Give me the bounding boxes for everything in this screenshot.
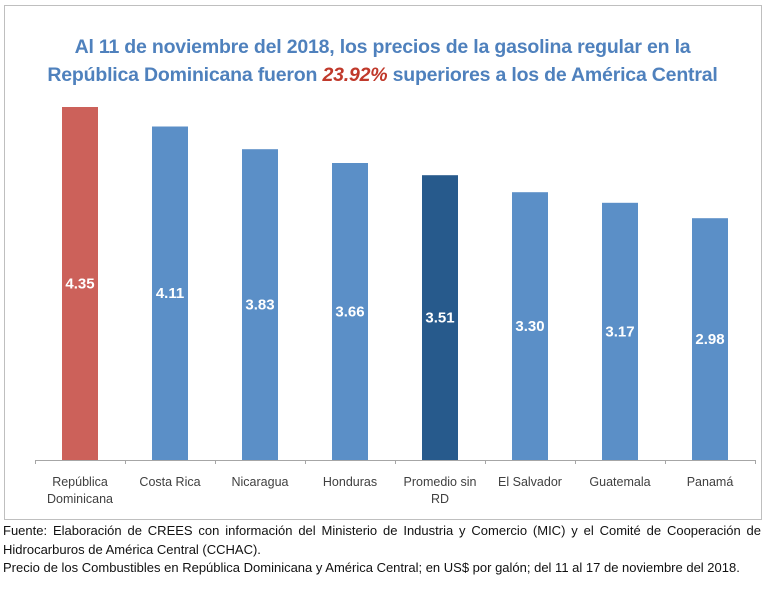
data-label-2: 3.83 xyxy=(245,297,274,314)
bar-4 xyxy=(422,175,458,460)
category-label-0: República xyxy=(52,475,108,489)
chart-title: Al 11 de noviembre del 2018, los precios… xyxy=(0,33,765,89)
category-label-3: Honduras xyxy=(323,475,377,489)
bar-2 xyxy=(242,149,278,460)
chart-notes: Fuente: Elaboración de CREES con informa… xyxy=(3,522,761,578)
data-label-0: 4.35 xyxy=(65,276,94,293)
bar-3 xyxy=(332,163,368,460)
bar-6 xyxy=(602,202,638,461)
category-label-2: Nicaragua xyxy=(232,475,289,489)
bar-1 xyxy=(152,126,188,460)
category-label-6: Guatemala xyxy=(589,475,650,489)
bar-7 xyxy=(692,218,728,460)
chart-title-line-1: Al 11 de noviembre del 2018, los precios… xyxy=(74,36,691,58)
category-label-4: RD xyxy=(431,492,449,506)
title-text-post: superiores a los de América Central xyxy=(387,64,718,86)
chart-title-line-2: República Dominicana fueron 23.92% super… xyxy=(0,61,765,89)
category-label-7: Panamá xyxy=(687,475,734,489)
data-label-1: 4.11 xyxy=(156,285,184,302)
category-label-4: Promedio sin xyxy=(404,475,477,489)
bar-0 xyxy=(62,107,98,460)
title-text-pre: República Dominicana fueron xyxy=(47,64,323,86)
category-label-1: Costa Rica xyxy=(139,475,200,489)
bar-5 xyxy=(512,192,548,460)
category-label-0: Dominicana xyxy=(47,492,113,506)
data-label-7: 2.98 xyxy=(695,331,724,348)
title-highlight-percent: 23.92% xyxy=(322,64,388,86)
description-note: Precio de los Combustibles en República … xyxy=(3,560,740,575)
source-note: Fuente: Elaboración de CREES con informa… xyxy=(3,523,761,557)
data-label-5: 3.30 xyxy=(515,318,544,335)
category-label-5: El Salvador xyxy=(498,475,562,489)
data-label-6: 3.17 xyxy=(605,323,634,340)
data-label-4: 3.51 xyxy=(425,310,454,327)
data-label-3: 3.66 xyxy=(335,304,364,321)
